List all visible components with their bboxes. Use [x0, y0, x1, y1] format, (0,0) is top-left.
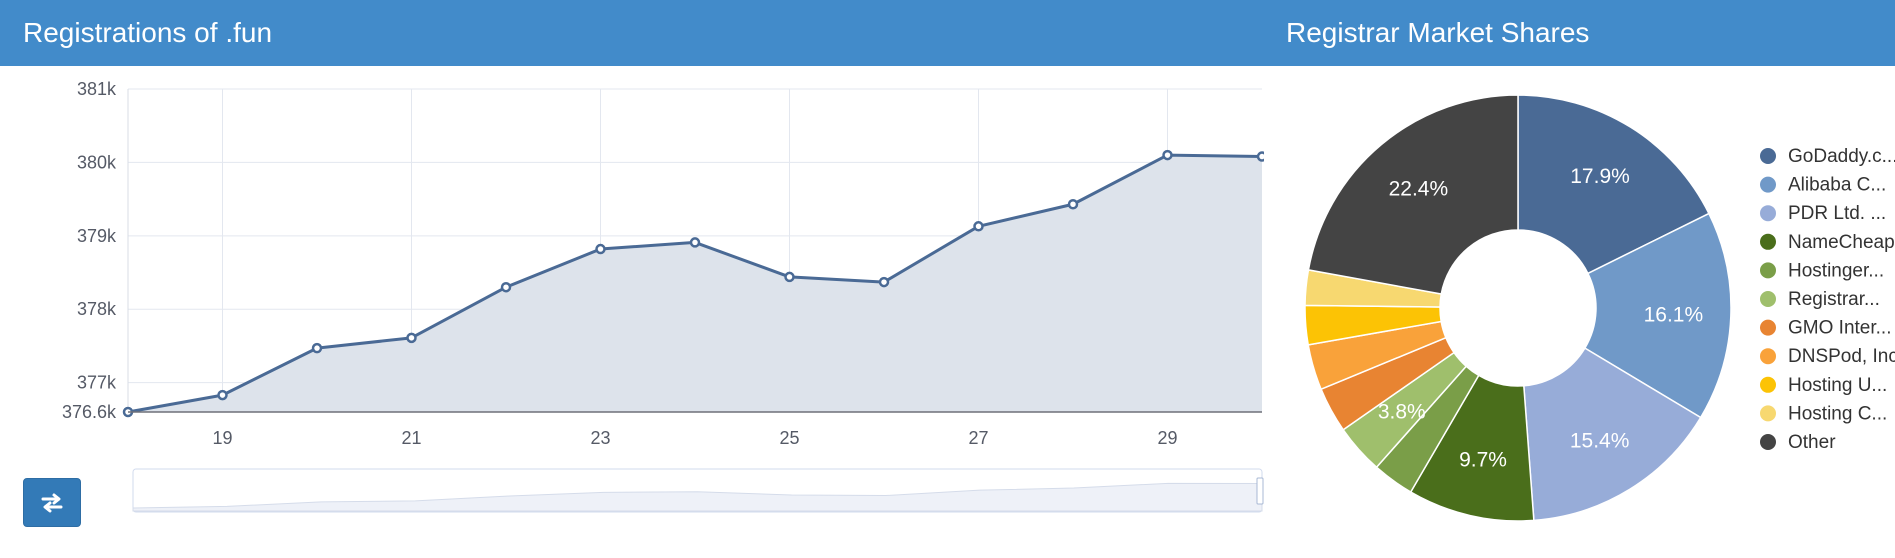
- x-tick-label: 19: [212, 428, 232, 448]
- legend-item-label[interactable]: Hosting U...: [1788, 375, 1887, 396]
- pie-slice-label: 16.1%: [1644, 303, 1704, 326]
- y-tick-label: 376.6k: [62, 402, 117, 422]
- x-tick-label: 29: [1157, 428, 1177, 448]
- legend-marker[interactable]: [1760, 233, 1776, 250]
- pie-slice-label: 22.4%: [1389, 178, 1449, 201]
- pie-slice-label: 17.9%: [1570, 165, 1630, 188]
- data-point[interactable]: [1162, 149, 1173, 161]
- y-tick-label: 379k: [77, 226, 117, 246]
- legend-marker[interactable]: [1760, 376, 1776, 393]
- legend-item-label[interactable]: Hosting C...: [1788, 403, 1887, 424]
- line-chart-title: Registrations of .fun: [0, 0, 1264, 66]
- data-point[interactable]: [595, 243, 606, 255]
- registrations-line-chart: 376.6k 377k 378k 379k 380k 381k 19 21 23 25 27 29: [62, 79, 1264, 513]
- legend-item-label[interactable]: GMO Inter...: [1788, 318, 1891, 339]
- x-tick-label: 27: [968, 428, 988, 448]
- pie-slice-label: 15.4%: [1570, 429, 1630, 452]
- legend-marker[interactable]: [1760, 148, 1776, 164]
- legend-item-label[interactable]: Registrar...: [1788, 289, 1880, 310]
- legend-item-label[interactable]: Hostinger...: [1788, 260, 1884, 281]
- registrations-area: [128, 155, 1262, 412]
- legend-item-label[interactable]: Other: [1788, 432, 1836, 453]
- data-point[interactable]: [500, 281, 512, 293]
- data-point[interactable]: [406, 332, 417, 344]
- pie-slice-label: 3.8%: [1378, 400, 1426, 423]
- swap-arrows-icon: [41, 493, 63, 512]
- x-tick-label: 21: [401, 428, 421, 448]
- x-tick-label: 25: [779, 428, 799, 448]
- legend-marker[interactable]: [1760, 434, 1776, 450]
- data-point[interactable]: [689, 237, 701, 248]
- legend-item-label[interactable]: Alibaba C...: [1788, 175, 1886, 196]
- zoom-slider-preview: [132, 482, 1263, 512]
- x-tick-label: 23: [590, 428, 610, 448]
- pie-chart-title: Registrar Market Shares: [1264, 0, 1895, 66]
- legend-marker[interactable]: [1760, 176, 1776, 193]
- legend-marker[interactable]: [1760, 348, 1776, 365]
- data-point[interactable]: [1256, 151, 1264, 162]
- data-point[interactable]: [217, 389, 228, 401]
- pie-slice[interactable]: [1523, 347, 1702, 522]
- registrar-share-donut-chart: 17.9% 16.1% 15.4% 9.7% 3.8% 22.4% GoDaddy.c..…: [1304, 94, 1895, 522]
- pie-slice-label: 9.7%: [1459, 449, 1507, 472]
- legend-marker[interactable]: [1760, 291, 1776, 307]
- data-point[interactable]: [784, 271, 795, 283]
- data-point[interactable]: [973, 221, 984, 232]
- swap-view-button[interactable]: [23, 478, 81, 527]
- legend-item-label[interactable]: PDR Ltd. ...: [1788, 203, 1886, 224]
- data-point[interactable]: [1067, 199, 1079, 210]
- y-tick-label: 377k: [77, 373, 117, 393]
- data-point[interactable]: [311, 342, 323, 354]
- data-point[interactable]: [878, 276, 890, 288]
- legend-item-label[interactable]: NameCheap: [1788, 232, 1895, 253]
- y-tick-label: 381k: [77, 79, 117, 99]
- pie-slice[interactable]: [1583, 212, 1732, 419]
- y-tick-label: 380k: [77, 152, 117, 172]
- zoom-slider-handle[interactable]: [1256, 477, 1264, 505]
- legend-marker[interactable]: [1760, 205, 1776, 222]
- pie-slice[interactable]: [1517, 94, 1710, 275]
- y-tick-label: 378k: [77, 299, 117, 319]
- legend-item-label[interactable]: GoDaddy.c...: [1788, 146, 1895, 167]
- legend-item-label[interactable]: DNSPod, Inc: [1788, 346, 1895, 367]
- legend-marker[interactable]: [1760, 262, 1776, 279]
- legend-marker[interactable]: [1760, 405, 1776, 422]
- legend-marker[interactable]: [1760, 319, 1776, 336]
- pie-slice[interactable]: [1307, 94, 1519, 295]
